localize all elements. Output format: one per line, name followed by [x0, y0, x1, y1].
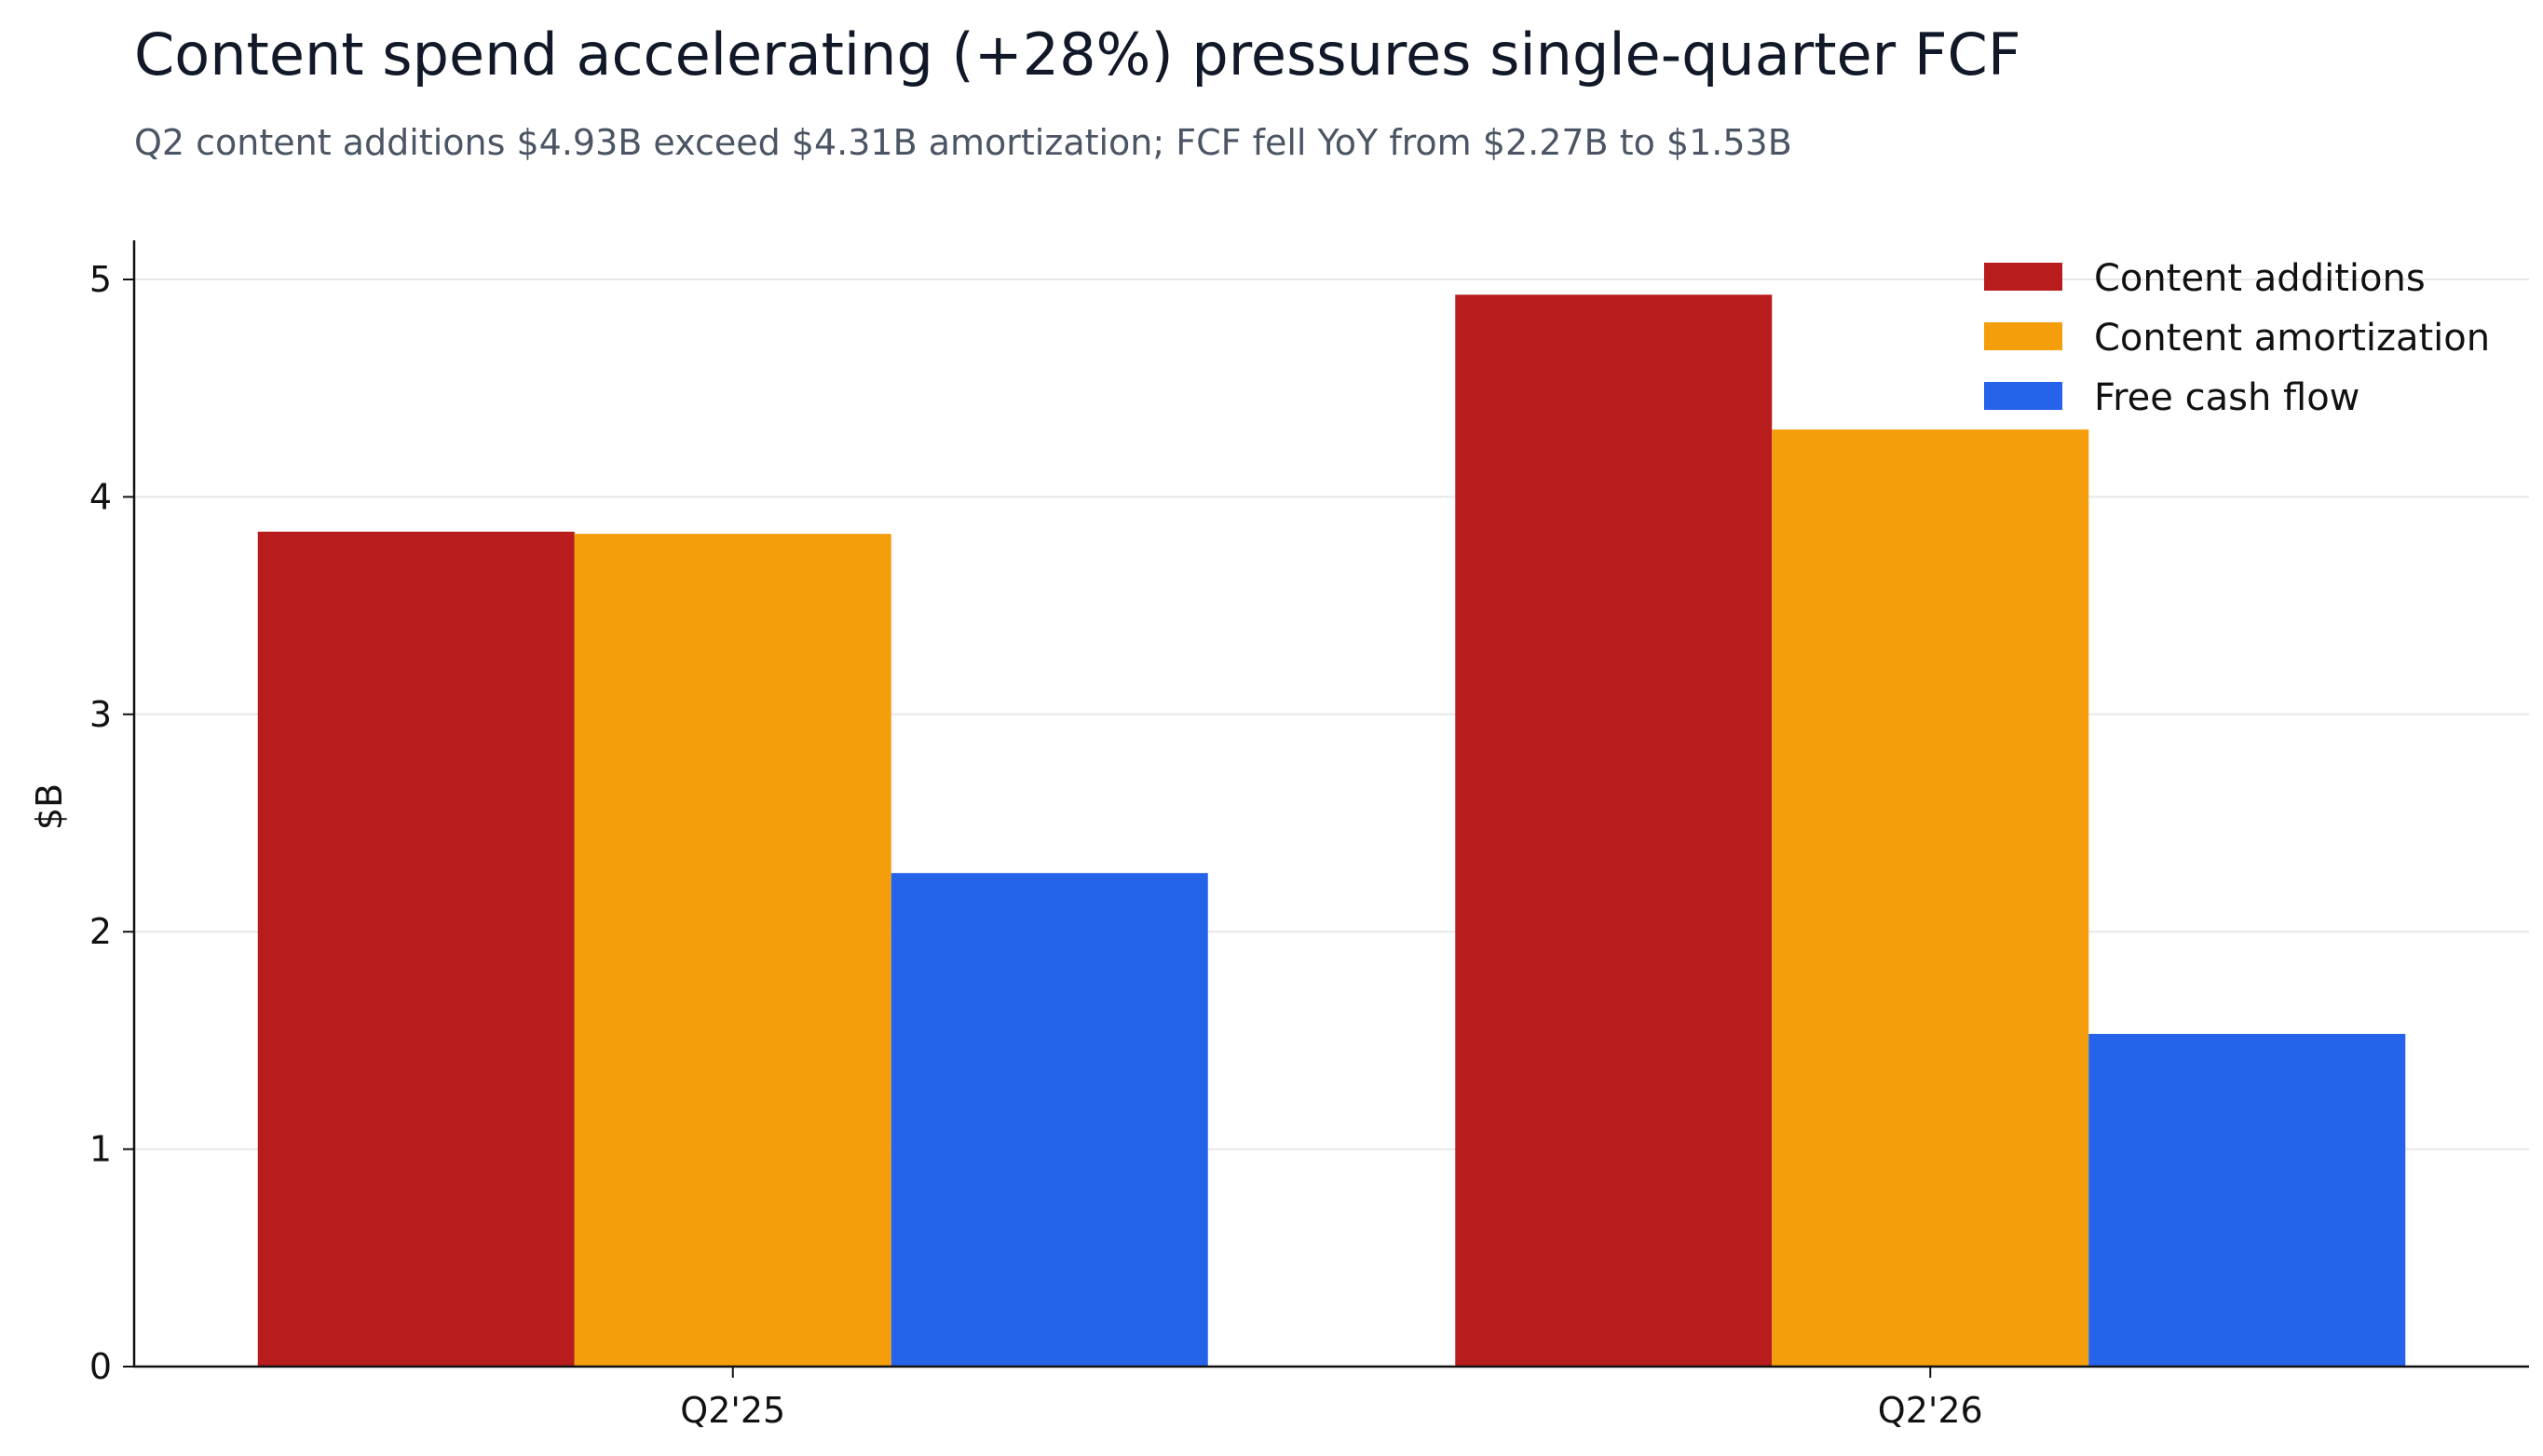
bar-free-cash-flow-1	[891, 873, 1208, 1367]
legend-label-content-amortization: Content amortization	[2094, 317, 2490, 360]
legend-swatch-content-amortization	[1984, 322, 2062, 350]
legend: Content additions Content amortization Fre…	[1984, 257, 2490, 419]
bar-content-amortization-1	[574, 534, 891, 1367]
y-tick-label: 5	[89, 259, 112, 300]
y-tick-label: 2	[89, 911, 112, 952]
bar-content-amortization-2	[1772, 429, 2089, 1367]
y-tick-label: 1	[89, 1129, 112, 1170]
bars	[257, 294, 2406, 1368]
chart-subtitle: Q2 content additions $4.93B exceed $4.31…	[134, 122, 1792, 163]
legend-swatch-content-additions	[1984, 263, 2062, 291]
chart-title: Content spend accelerating (+28%) pressu…	[134, 20, 2020, 88]
x-tick-label: Q2'25	[680, 1390, 785, 1431]
y-tick-label: 4	[89, 476, 112, 517]
legend-swatch-free-cash-flow	[1984, 382, 2062, 410]
bar-content-additions-1	[257, 531, 575, 1367]
axes: 0 1 2 3 4 5 Q2'25 Q2'26	[89, 240, 2529, 1431]
y-tick-label: 0	[89, 1346, 112, 1387]
x-tick-label: Q2'26	[1878, 1390, 1983, 1431]
bar-free-cash-flow-2	[2088, 1033, 2406, 1367]
bar-content-additions-2	[1455, 294, 1773, 1368]
legend-label-content-additions: Content additions	[2094, 257, 2426, 300]
legend-label-free-cash-flow: Free cash flow	[2094, 376, 2359, 419]
y-axis-label: $B	[29, 783, 70, 830]
y-tick-label: 3	[89, 694, 112, 735]
